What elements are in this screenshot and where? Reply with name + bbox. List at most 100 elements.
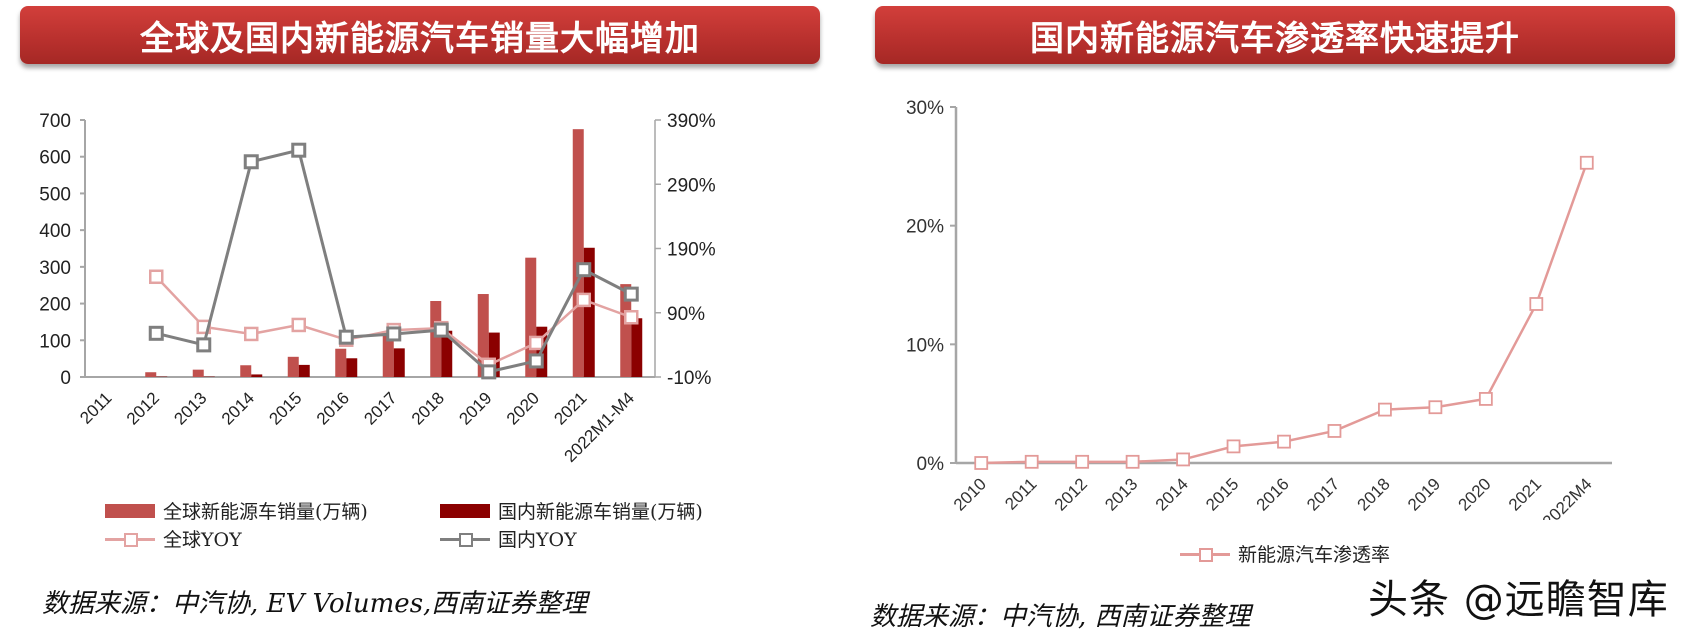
- x-tick-label: 2015: [265, 388, 305, 428]
- legend-global-yoy: 全球YOY: [105, 525, 242, 552]
- domestic-sales-bar: [251, 374, 263, 377]
- penetration-marker: [1024, 454, 1039, 469]
- global-yoy-marker: [291, 317, 306, 333]
- domestic-yoy-marker: [338, 329, 354, 345]
- x-tick-label: 2010: [950, 474, 990, 514]
- left-y-tick-label: 600: [39, 148, 71, 169]
- left-chart-title-banner: 全球及国内新能源汽车销量大幅增加: [20, 6, 820, 64]
- domestic-yoy-marker: [528, 353, 544, 369]
- global-sales-bar: [620, 284, 632, 377]
- domestic-sales-bar: [488, 332, 500, 377]
- x-tick-label: 2014: [1152, 474, 1192, 514]
- x-tick-label: 2021: [550, 388, 590, 428]
- global-sales-bar: [192, 369, 204, 377]
- x-tick-label: 2011: [76, 388, 115, 427]
- global-sales-bar: [430, 301, 442, 377]
- right-chart-title: 国内新能源汽车渗透率快速提升: [1030, 18, 1520, 59]
- x-tick-label: 2014: [218, 388, 258, 428]
- domestic-sales-bar: [583, 247, 595, 377]
- global-sales-bar: [145, 372, 157, 377]
- domestic-yoy-marker: [433, 322, 449, 338]
- penetration-marker: [1277, 434, 1291, 449]
- penetration-line-icon: [1180, 546, 1230, 562]
- domestic-yoy-marker: [481, 364, 497, 380]
- global-sales-swatch: [105, 503, 155, 518]
- left-y-tick-label: 200: [39, 295, 71, 316]
- left-chart-title: 全球及国内新能源汽车销量大幅增加: [140, 18, 700, 59]
- domestic-sales-bar: [298, 364, 310, 377]
- right-chart-title-banner: 国内新能源汽车渗透率快速提升: [875, 6, 1675, 64]
- right-y-tick-label: -10%: [667, 368, 711, 389]
- penetration-marker: [974, 456, 989, 470]
- domestic-sales-bar: [346, 358, 358, 377]
- right-data-source: 数据来源：中汽协, 西南证券整理: [870, 602, 1251, 632]
- penetration-marker: [1579, 155, 1594, 170]
- x-tick-label: 2016: [1253, 474, 1293, 514]
- legend-global-sales: 全球新能源车销量(万辆): [105, 497, 368, 524]
- left-y-tick-label: 500: [39, 184, 71, 205]
- penetration-line: [981, 162, 1588, 465]
- y-tick-label: 0%: [917, 454, 945, 475]
- x-tick-label: 2016: [313, 388, 353, 428]
- global-sales-bar: [382, 331, 394, 377]
- left-y-tick-label: 400: [39, 221, 71, 242]
- y-tick-label: 20%: [906, 217, 944, 238]
- domestic-sales-bar: [631, 318, 643, 377]
- x-tick-label: 2018: [408, 388, 448, 428]
- global-sales-bar: [572, 129, 584, 377]
- left-y-tick-label: 0: [60, 368, 71, 389]
- x-tick-label: 2012: [123, 388, 163, 428]
- x-tick-label: 2011: [1001, 474, 1040, 513]
- domestic-yoy-marker: [386, 326, 402, 342]
- domestic-yoy-marker: [196, 337, 212, 353]
- left-data-source: 数据来源：中汽协, EV Volumes,西南证券整理: [42, 589, 588, 619]
- x-tick-label: 2017: [360, 388, 400, 428]
- penetration-marker: [1125, 454, 1140, 469]
- global-sales-bar: [525, 257, 537, 377]
- x-tick-label: 2021: [1505, 474, 1545, 514]
- penetration-marker: [1226, 439, 1241, 454]
- domestic-yoy-marker: [291, 142, 307, 158]
- domestic-sales-swatch: [440, 503, 490, 518]
- domestic-yoy-marker: [243, 154, 259, 170]
- sales-combo-chart: 0 100 200 300 400 500 600 700 -10% 90% 190% 290% 390…: [39, 111, 716, 466]
- penetration-marker: [1529, 297, 1544, 311]
- global-sales-bar: [477, 294, 489, 377]
- domestic-yoy-marker: [576, 262, 592, 278]
- x-tick-label: 2022M4: [1539, 474, 1596, 520]
- global-yoy-line-icon: [105, 531, 155, 547]
- x-tick-label: 2015: [1202, 474, 1242, 514]
- x-tick-label: 2020: [503, 388, 543, 428]
- domestic-sales-bar: [393, 348, 405, 377]
- right-y-tick-label: 290%: [667, 175, 716, 196]
- global-yoy-marker: [529, 335, 544, 351]
- x-tick-label: 2019: [455, 388, 495, 428]
- left-y-tick-label: 300: [39, 258, 71, 279]
- penetration-line-chart: 0%10%20%30%2010 2011 2012 2013 2014 2015 2016 2…: [906, 98, 1612, 520]
- penetration-marker: [1327, 424, 1342, 438]
- left-y-tick-label: 100: [39, 331, 71, 352]
- legend-domestic-yoy: 国内YOY: [440, 525, 577, 552]
- global-yoy-marker: [244, 326, 259, 342]
- global-yoy-marker: [624, 309, 639, 325]
- y-tick-label: 10%: [906, 335, 944, 356]
- right-y-tick-label: 190%: [667, 240, 716, 261]
- penetration-marker: [1378, 402, 1392, 417]
- legend-penetration: 新能源汽车渗透率: [1180, 540, 1390, 567]
- x-tick-label: 2018: [1354, 474, 1394, 514]
- right-y-tick-label: 90%: [667, 304, 705, 325]
- global-sales-bar: [287, 356, 299, 377]
- domestic-sales-bar: [441, 330, 453, 377]
- domestic-yoy-line-icon: [440, 531, 490, 547]
- global-sales-bar: [335, 348, 347, 377]
- legend-domestic-sales: 国内新能源车销量(万辆): [440, 497, 703, 524]
- penetration-marker: [1075, 454, 1090, 469]
- x-tick-label: 2013: [170, 388, 210, 428]
- global-yoy-marker: [149, 269, 164, 285]
- penetration-marker: [1176, 452, 1190, 467]
- watermark: 头条 @远瞻智库: [1368, 577, 1669, 623]
- y-tick-label: 30%: [906, 98, 944, 119]
- x-tick-label: 2017: [1303, 474, 1343, 514]
- x-tick-label: 2013: [1101, 474, 1141, 514]
- penetration-marker: [1478, 392, 1493, 406]
